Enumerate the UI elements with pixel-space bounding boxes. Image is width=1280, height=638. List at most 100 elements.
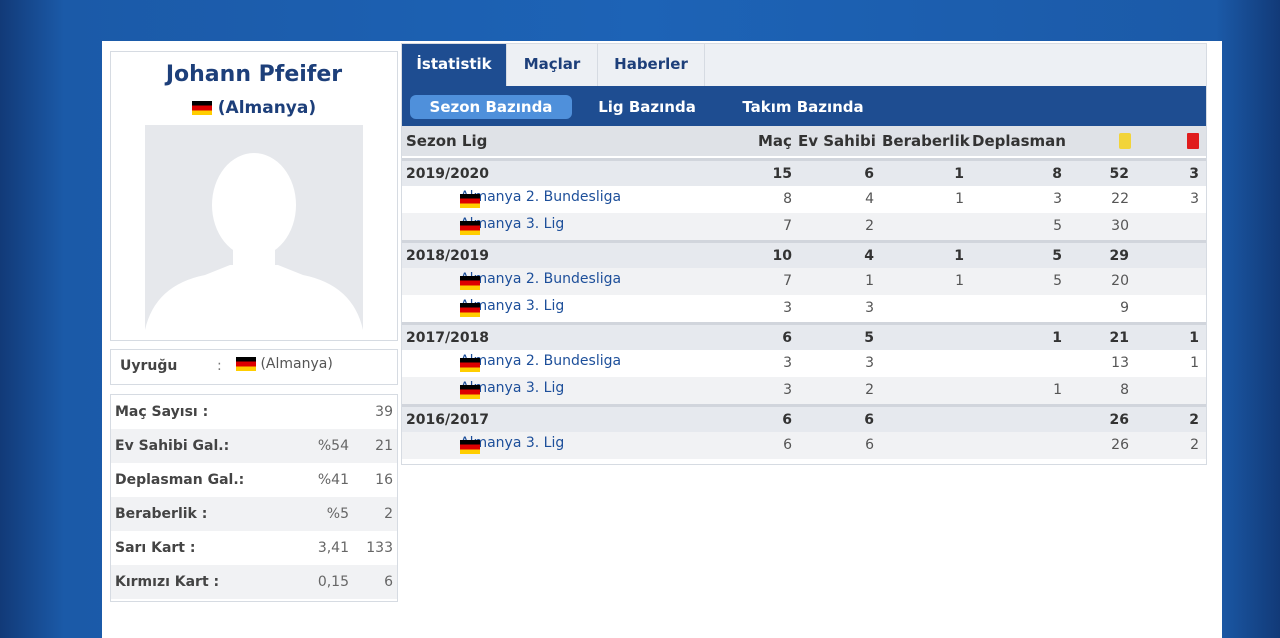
header-ev-sahibi: Ev Sahibi (798, 132, 876, 150)
summary-pct: %5 (326, 506, 349, 522)
league-link[interactable]: Almanya 2. Bundesliga (460, 189, 622, 208)
league-row: Almanya 2. Bundesliga 8 4 1 3 22 3 (402, 186, 1206, 213)
flag-germany-icon (236, 357, 256, 371)
yellow-count: 22 (1111, 191, 1129, 207)
summary-value: 133 (366, 540, 393, 556)
summary-row: Beraberlik : %5 2 (111, 497, 397, 531)
player-country-label: (Almanya) (217, 98, 317, 118)
matches-count: 6 (783, 437, 792, 453)
summary-row: Sarı Kart : 3,41 133 (111, 531, 397, 565)
summary-value: 39 (375, 404, 393, 420)
home-count: 6 (865, 437, 874, 453)
matches-count: 7 (783, 273, 792, 289)
header-beraberlik: Beraberlik (882, 132, 970, 150)
yellow-count: 13 (1111, 355, 1129, 371)
summary-row: Maç Sayısı : 39 (111, 395, 397, 429)
yellow-count: 26 (1109, 412, 1129, 428)
summary-label: Kırmızı Kart : (115, 574, 220, 590)
league-link[interactable]: Almanya 3. Lig (460, 298, 564, 317)
flag-germany-icon (460, 221, 480, 235)
flag-germany-icon (191, 101, 212, 115)
home-count: 3 (865, 300, 874, 316)
player-country: (Almanya) (111, 98, 397, 118)
home-count: 6 (864, 166, 874, 182)
matches-count: 6 (782, 330, 792, 346)
draw-count: 1 (955, 273, 964, 289)
subtab-league[interactable]: Lig Bazında (598, 98, 696, 116)
summary-pct: %41 (317, 472, 349, 488)
draw-count: 1 (954, 248, 964, 264)
home-count: 4 (865, 191, 874, 207)
league-link[interactable]: Almanya 2. Bundesliga (460, 271, 622, 290)
league-name: Almanya 3. Lig (460, 435, 565, 451)
summary-row: Deplasman Gal.: %41 16 (111, 463, 397, 497)
season-row: 2017/2018 6 5 1 21 1 (402, 322, 1206, 350)
yellow-count: 20 (1111, 273, 1129, 289)
home-count: 6 (864, 412, 874, 428)
matches-count: 3 (783, 355, 792, 371)
yellow-count: 21 (1109, 330, 1129, 346)
draw-count: 1 (955, 191, 964, 207)
player-name: Johann Pfeifer (165, 62, 343, 87)
league-name: Almanya 2. Bundesliga (460, 189, 622, 205)
summary-pct: 3,41 (317, 540, 349, 556)
flag-germany-icon (460, 194, 480, 208)
home-count: 5 (864, 330, 874, 346)
away-count: 3 (1053, 191, 1062, 207)
away-count: 5 (1052, 248, 1062, 264)
red-count: 1 (1190, 355, 1199, 371)
summary-row: Ev Sahibi Gal.: %54 21 (111, 429, 397, 463)
subtab-team[interactable]: Takım Bazında (742, 98, 864, 116)
yellow-count: 29 (1109, 248, 1129, 264)
home-count: 4 (864, 248, 874, 264)
summary-value: 21 (375, 438, 393, 454)
league-link[interactable]: Almanya 2. Bundesliga (460, 353, 621, 372)
season-name: 2016/2017 (406, 412, 490, 428)
tab-statistics[interactable]: İstatistik (402, 44, 507, 86)
flag-germany-icon (460, 276, 480, 290)
summary-value: 6 (384, 574, 393, 590)
subtab-season[interactable]: Sezon Bazında (410, 95, 572, 119)
nationality-row: Uyruğu : (Almanya) (110, 349, 398, 385)
flag-germany-icon (460, 385, 480, 399)
flag-germany-icon (460, 303, 480, 317)
avatar-placeholder-icon (145, 125, 363, 339)
league-link[interactable]: Almanya 3. Lig (460, 216, 564, 235)
season-row: 2019/2020 15 6 1 8 52 3 (402, 158, 1206, 186)
season-name: 2019/2020 (406, 166, 490, 182)
league-row: Almanya 3. Lig 3 3 9 (402, 295, 1206, 322)
table-header: Sezon Lig Maç Ev Sahibi Beraberlik Depla… (402, 126, 1206, 156)
matches-count: 10 (772, 248, 792, 264)
away-count: 5 (1053, 218, 1062, 234)
matches-count: 3 (783, 382, 792, 398)
summary-label: Deplasman Gal.: (115, 472, 245, 488)
main-tabs: İstatistik Maçlar Haberler (402, 44, 1206, 87)
league-name: Almanya 3. Lig (460, 380, 565, 396)
league-name: Almanya 2. Bundesliga (460, 271, 622, 287)
yellow-card-icon (1119, 133, 1131, 149)
red-count: 3 (1189, 166, 1199, 182)
nationality-value-text: (Almanya) (260, 356, 333, 372)
nationality-value: (Almanya) (236, 356, 333, 372)
season-row: 2018/2019 10 4 1 5 29 (402, 240, 1206, 268)
league-row: Almanya 3. Lig 7 2 5 30 (402, 213, 1206, 240)
stats-table-body: 2019/2020 15 6 1 8 52 3 Almanya 2. Bundesliga 8 4… (402, 158, 1206, 459)
matches-count: 8 (783, 191, 792, 207)
red-card-icon (1187, 133, 1199, 149)
summary-value: 16 (375, 472, 393, 488)
content-panel: Johann Pfeifer (Almanya) Uyruğu : (Alman… (102, 41, 1222, 638)
career-summary: Maç Sayısı : 39 Ev Sahibi Gal.: %54 21 D… (110, 394, 398, 602)
home-count: 2 (865, 218, 874, 234)
tab-news[interactable]: Haberler (598, 44, 705, 86)
tab-matches[interactable]: Maçlar (507, 44, 598, 86)
league-link[interactable]: Almanya 3. Lig (460, 380, 565, 399)
away-count: 8 (1052, 166, 1062, 182)
nationality-colon: : (217, 358, 222, 374)
flag-germany-icon (460, 440, 480, 454)
yellow-count: 30 (1111, 218, 1129, 234)
flag-germany-icon (460, 358, 480, 372)
league-link[interactable]: Almanya 3. Lig (460, 435, 565, 454)
yellow-count: 52 (1109, 166, 1129, 182)
summary-pct: %54 (317, 438, 349, 454)
summary-value: 2 (384, 506, 393, 522)
